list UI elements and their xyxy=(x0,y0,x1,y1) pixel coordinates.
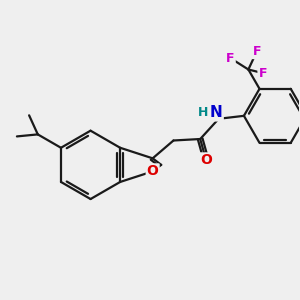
Text: F: F xyxy=(258,67,267,80)
Text: F: F xyxy=(252,45,261,58)
Text: O: O xyxy=(200,153,212,167)
Text: H: H xyxy=(198,106,208,119)
Text: O: O xyxy=(147,164,159,178)
Text: N: N xyxy=(210,105,223,120)
Text: F: F xyxy=(226,52,235,65)
